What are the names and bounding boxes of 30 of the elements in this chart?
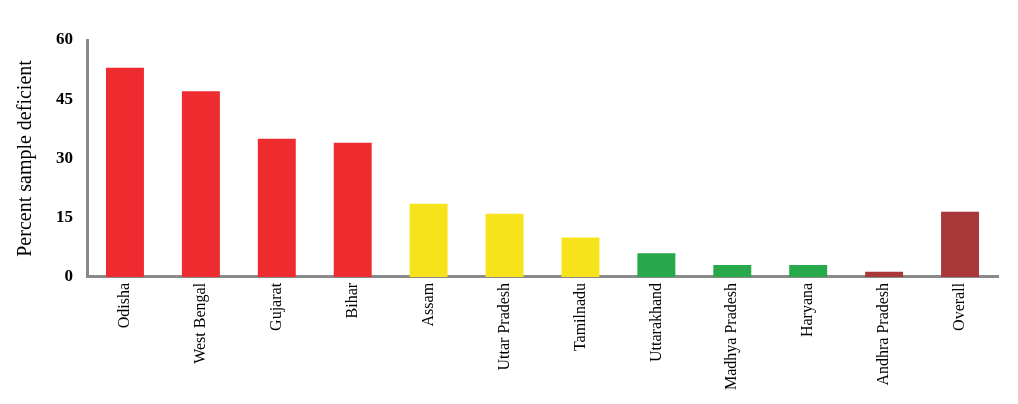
x-tick-label: Haryana	[798, 282, 817, 338]
x-tick-label: Andhra Pradesh	[874, 282, 892, 386]
bar	[789, 265, 828, 277]
bar	[105, 67, 144, 277]
x-tick-label: Uttarakhand	[646, 282, 664, 362]
x-tick-label: West Bengal	[191, 282, 210, 364]
y-tick-label: 30	[56, 147, 73, 167]
x-tick-label: Gujarat	[266, 282, 285, 331]
bar	[637, 253, 676, 277]
x-tick-label: Assam	[418, 282, 436, 327]
bar	[409, 203, 448, 277]
x-tick-label: Tamilnadu	[570, 282, 588, 352]
x-tick-label: Madhya Pradesh	[722, 282, 741, 391]
x-tick-label: Overall	[950, 282, 968, 331]
y-axis-title: Percent sample deficient	[13, 59, 37, 257]
y-tick-label: 0	[64, 266, 73, 286]
x-tick-label: Odisha	[115, 282, 133, 329]
bar	[941, 211, 980, 277]
bar	[333, 142, 372, 277]
bar	[865, 271, 904, 277]
bar	[561, 237, 600, 277]
x-tick-label: Bihar	[342, 282, 360, 319]
bar	[713, 265, 752, 277]
x-tick-label: Uttar Pradesh	[494, 282, 512, 371]
y-tick-label: 45	[56, 88, 73, 108]
y-tick-label: 15	[56, 207, 73, 227]
bar	[257, 138, 296, 277]
bar	[181, 91, 220, 277]
bar	[485, 213, 524, 277]
y-tick-label: 60	[56, 29, 73, 49]
